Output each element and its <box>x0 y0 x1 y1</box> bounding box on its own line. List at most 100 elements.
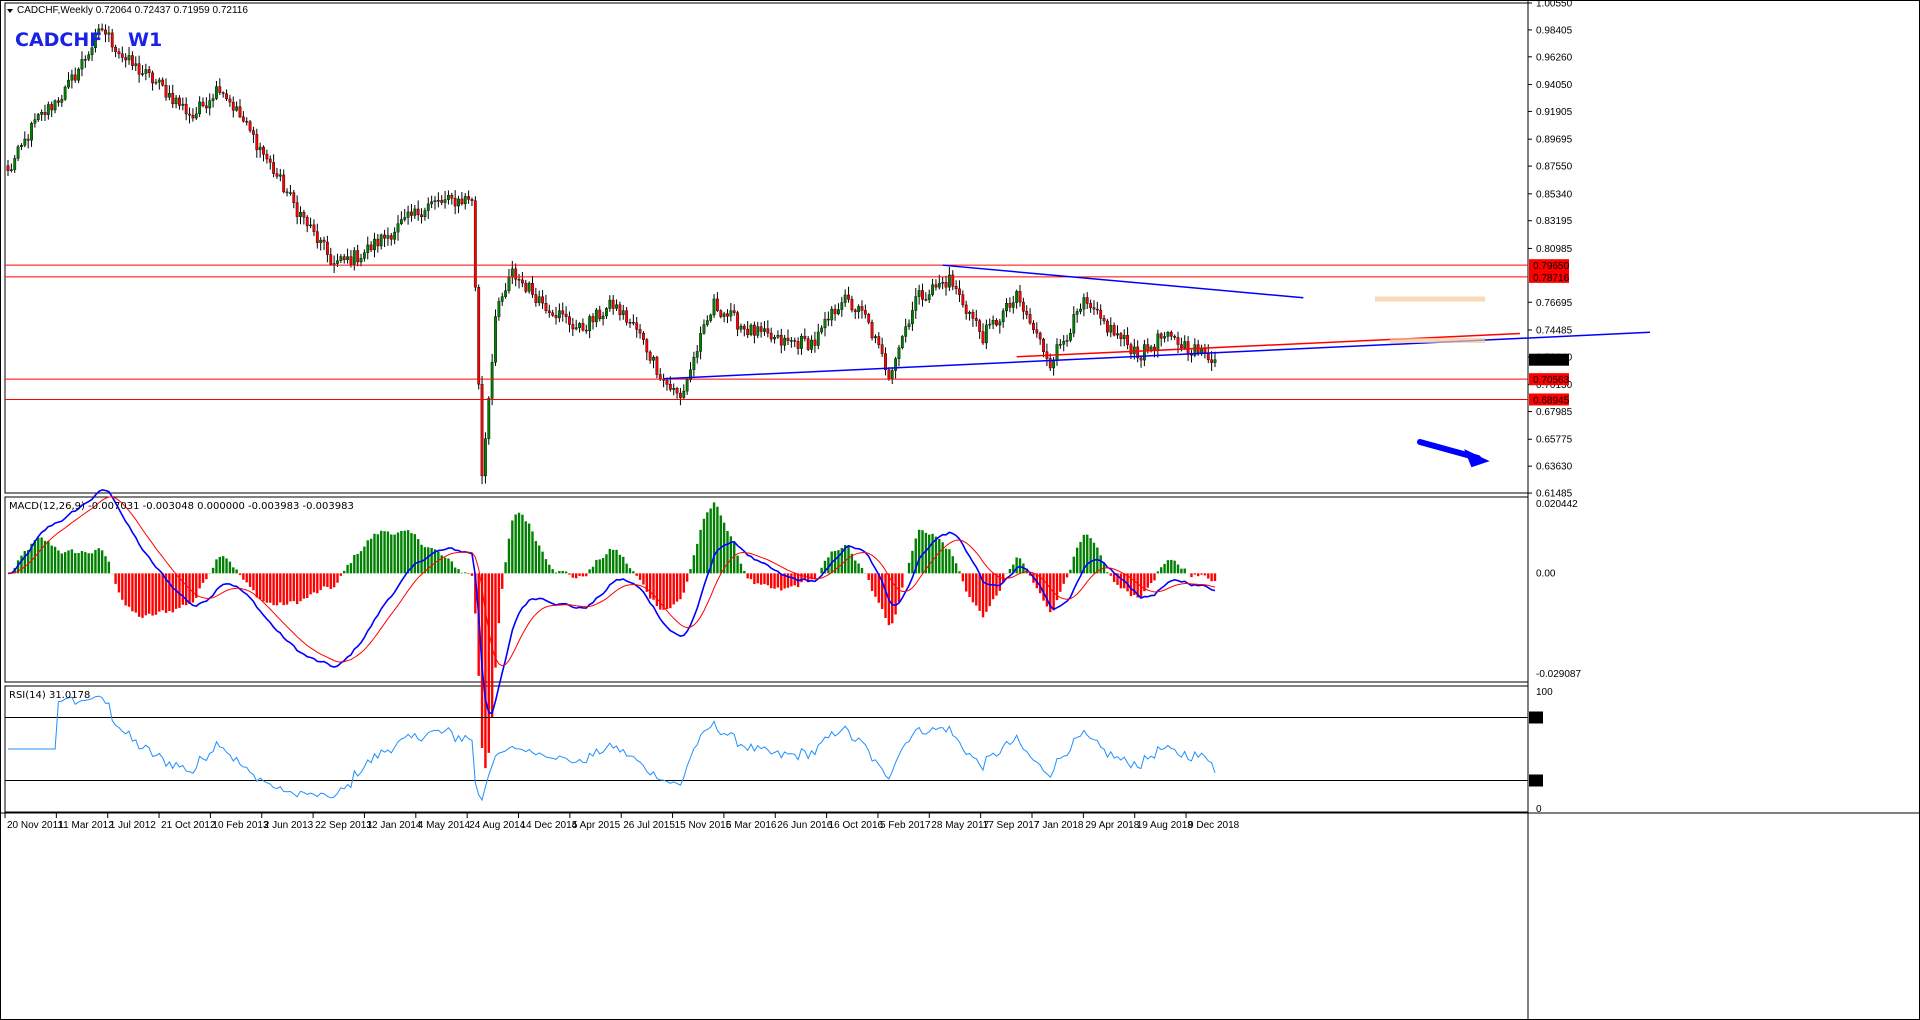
candle <box>813 331 817 353</box>
candle <box>453 190 457 215</box>
macd-histogram <box>10 502 1217 769</box>
candle <box>860 300 864 319</box>
bear-candle-body <box>561 310 565 315</box>
candle <box>473 196 477 292</box>
candle <box>50 101 54 118</box>
candle <box>1025 305 1029 319</box>
candle <box>238 99 242 119</box>
bear-candle-body <box>1035 329 1039 334</box>
chart-menu-icon[interactable] <box>7 9 13 13</box>
candle <box>958 280 961 302</box>
chart-symbol-info: CADCHF,Weekly 0.72064 0.72437 0.71959 0.… <box>17 5 248 16</box>
bull-candle-body <box>709 314 713 321</box>
time-tick-label: 11 Mar 2012 <box>58 820 114 831</box>
bull-candle-body <box>87 54 91 60</box>
bear-candle-body <box>117 51 121 55</box>
bear-candle-body <box>978 320 982 332</box>
candle <box>594 307 598 328</box>
time-tick-label: 10 Feb 2013 <box>212 820 269 831</box>
candle <box>265 149 269 164</box>
bull-candle-body <box>692 357 696 370</box>
candle <box>430 195 434 209</box>
bull-candle-body <box>601 315 605 320</box>
bull-candle-body <box>413 208 417 216</box>
bull-candle-body <box>900 336 904 349</box>
candle <box>726 309 729 324</box>
candle <box>275 167 279 179</box>
time-tick-label: 5 Apr 2015 <box>572 820 621 831</box>
candle <box>413 205 417 219</box>
support-zone <box>1390 337 1485 343</box>
bear-candle-body <box>1176 337 1180 345</box>
candle <box>1169 330 1173 341</box>
bear-candle-body <box>635 322 639 330</box>
price-tick-label: 0.96260 <box>1536 52 1573 63</box>
candle <box>776 330 780 339</box>
rsi-title: RSI(14) 31.0178 <box>9 690 90 701</box>
bull-candle-body <box>386 235 390 239</box>
bull-candle-body <box>510 268 514 278</box>
price-tick-label: 0.63630 <box>1536 462 1573 473</box>
candle <box>282 169 286 194</box>
candle <box>951 270 955 291</box>
price-tick-label: 0.85340 <box>1536 189 1573 200</box>
candle <box>934 279 938 291</box>
bull-candle-body <box>174 97 178 105</box>
bull-candle-body <box>13 158 17 170</box>
bear-candle-body <box>480 384 484 477</box>
bear-candle-body <box>752 324 756 336</box>
bear-candle-body <box>591 316 595 323</box>
price-tick-label: 0.89695 <box>1536 135 1573 146</box>
candle <box>450 192 454 205</box>
candle <box>1072 306 1076 338</box>
candle <box>971 309 975 327</box>
candle <box>719 309 723 319</box>
candle <box>26 134 30 149</box>
candle <box>487 396 491 445</box>
candle <box>278 168 282 182</box>
candle <box>521 272 524 288</box>
bear-candle-body <box>863 310 867 315</box>
red-trendline <box>1016 332 1521 358</box>
bull-candle-body <box>897 347 901 359</box>
candle <box>262 145 265 162</box>
candle <box>295 195 299 225</box>
bull-candle-body <box>773 337 776 340</box>
candle <box>984 319 988 350</box>
bear-candle-body <box>1102 317 1106 322</box>
candle <box>144 63 148 81</box>
bear-candle-body <box>228 98 232 103</box>
candle <box>141 65 144 77</box>
bear-candle-body <box>292 192 296 203</box>
bull-candle-body <box>336 260 339 264</box>
candle <box>215 80 218 101</box>
time-tick-label: 26 Jun 2016 <box>777 820 832 831</box>
bear-candle-body <box>265 154 269 160</box>
bear-candle-body <box>315 231 319 243</box>
candle <box>625 307 629 326</box>
candle <box>211 93 215 108</box>
rsi-axis-label: 0 <box>1536 804 1542 815</box>
bear-candle-body <box>658 374 662 380</box>
bull-candle-body <box>1079 308 1082 312</box>
candle <box>571 318 575 336</box>
bull-candle-body <box>134 63 138 66</box>
candle <box>1042 337 1045 358</box>
bear-candle-body <box>467 196 471 200</box>
candle <box>517 273 521 289</box>
candle <box>897 344 901 367</box>
candle <box>574 319 578 331</box>
bull-candle-body <box>36 114 40 120</box>
rsi-level-label: 75 <box>1531 714 1543 725</box>
bear-candle-body <box>450 194 454 199</box>
candle <box>174 95 178 109</box>
bull-candle-body <box>83 59 87 61</box>
candle <box>1173 334 1177 340</box>
bull-candle-body <box>1069 333 1072 341</box>
candle <box>974 309 978 327</box>
bear-candle-body <box>356 250 360 263</box>
bear-candle-body <box>531 282 534 295</box>
candle <box>171 84 175 108</box>
candle <box>568 311 571 333</box>
bear-candle-body <box>282 174 286 193</box>
